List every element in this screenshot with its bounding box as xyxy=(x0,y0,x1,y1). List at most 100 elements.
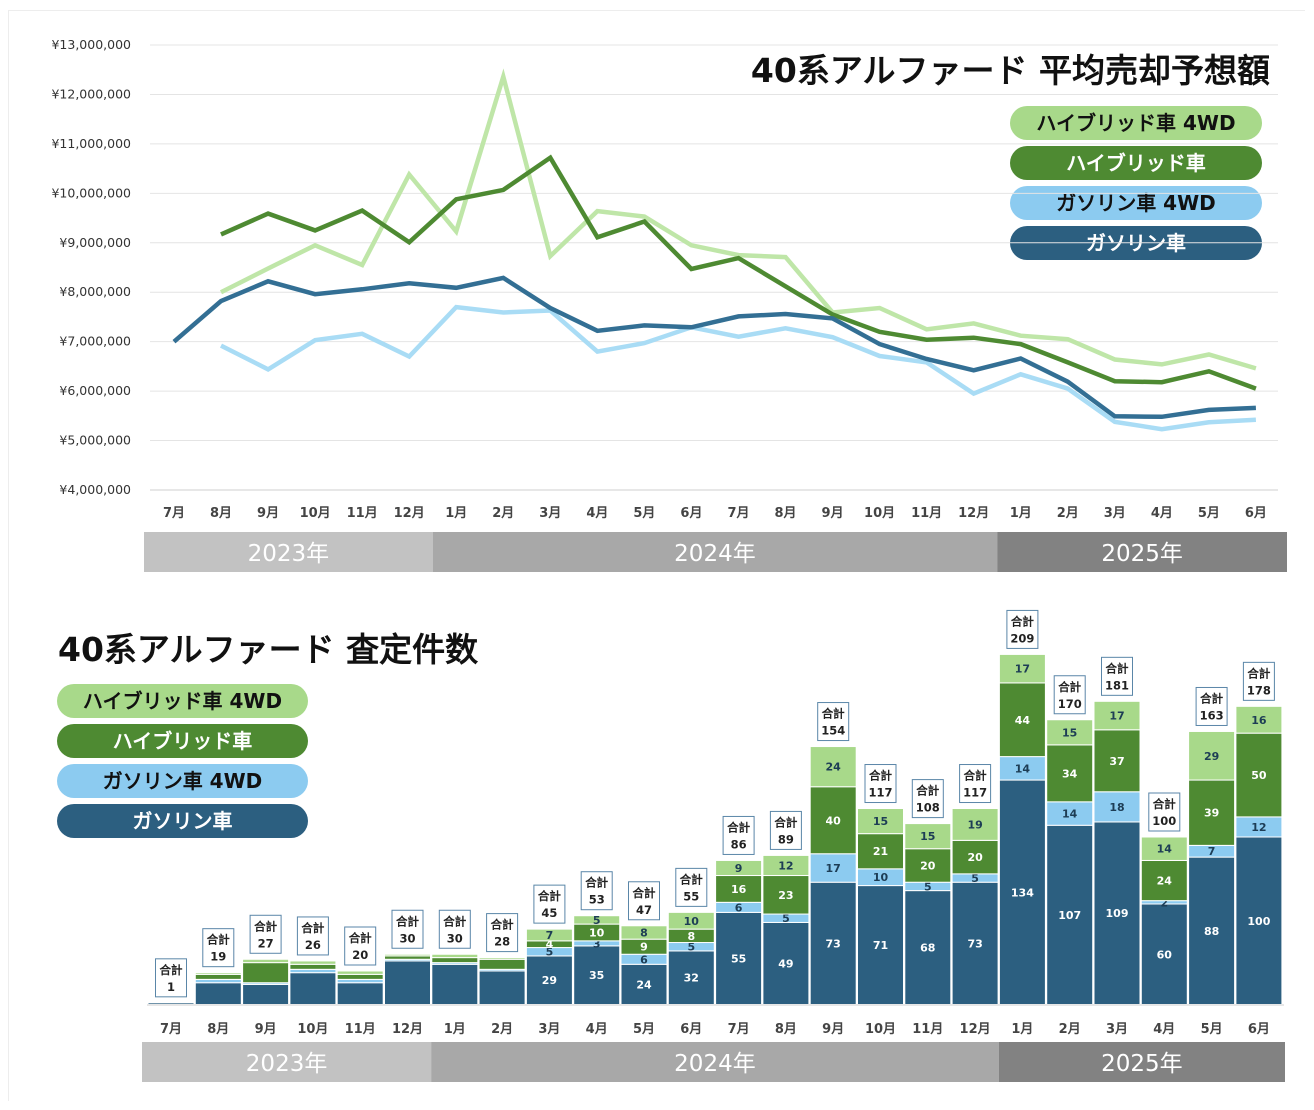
bar-segment xyxy=(384,955,431,960)
x-tick-label: 8月 xyxy=(210,506,232,521)
bar-data-label: 15 xyxy=(1062,726,1077,739)
x-tick-label: 8月 xyxy=(774,506,796,521)
bar-segment xyxy=(573,915,621,925)
year-band-1: 2023年 xyxy=(142,1042,432,1082)
bar-data-label: 68 xyxy=(920,942,935,955)
x-tick-label: 3月 xyxy=(1106,1022,1128,1037)
bar-segment xyxy=(431,953,479,959)
total-label-value: 19 xyxy=(210,950,226,964)
total-label: 合計 170 xyxy=(1053,675,1086,715)
total-label-caption: 合計 xyxy=(727,820,750,834)
bar-chart-year-bands: 2023年 2024年 2025年 xyxy=(142,1042,1285,1082)
total-label-value: 86 xyxy=(731,837,747,851)
total-label-value: 47 xyxy=(636,903,652,917)
total-label-value: 55 xyxy=(683,889,699,903)
total-label-value: 27 xyxy=(258,936,274,950)
bar-data-label: 5 xyxy=(546,946,554,959)
total-label: 合計 30 xyxy=(438,909,471,949)
year-band-3: 2025年 xyxy=(997,532,1287,572)
x-tick-label: 4月 xyxy=(1153,1022,1175,1037)
x-tick-label: 1月 xyxy=(1011,1022,1033,1037)
year-band-2: 2024年 xyxy=(432,532,998,572)
bar-stack: 134 14 44 17 xyxy=(998,653,1046,1005)
total-label-value: 181 xyxy=(1105,678,1129,692)
total-label-value: 1 xyxy=(167,980,175,994)
bar-data-label: 29 xyxy=(1204,750,1219,763)
bar-data-label: 5 xyxy=(593,914,601,927)
y-tick-label: ¥11,000,000 xyxy=(51,136,131,151)
bar-segment xyxy=(1235,836,1283,1005)
bar-stack xyxy=(478,957,526,1005)
legend-swatch xyxy=(1010,106,1262,140)
total-label: 合計 55 xyxy=(675,867,708,907)
bar-data-label: 17 xyxy=(826,862,841,875)
total-label-caption: 合計 xyxy=(1011,614,1034,628)
x-tick-label: 8月 xyxy=(775,1022,797,1037)
total-label-value: 45 xyxy=(541,906,557,920)
bar-segment xyxy=(289,968,337,974)
x-tick-label: 10月 xyxy=(864,506,895,521)
total-label-value: 53 xyxy=(589,893,605,907)
total-label-caption: 合計 xyxy=(1058,680,1081,694)
bar-segment xyxy=(478,970,526,1005)
legend-swatch xyxy=(57,764,308,798)
bar-data-label: 20 xyxy=(967,851,983,864)
total-label-box xyxy=(438,909,471,949)
bar-segment xyxy=(478,957,526,960)
bar-data-label: 2 xyxy=(1160,896,1168,909)
total-label: 合計 45 xyxy=(533,884,566,924)
bar-data-label: 4 xyxy=(546,938,554,951)
legend-label: ハイブリッド車 xyxy=(113,729,253,753)
bar-segment xyxy=(336,970,384,975)
total-label-value: 28 xyxy=(494,935,510,949)
x-tick-label: 5月 xyxy=(633,1022,655,1037)
bar-segment xyxy=(857,808,904,835)
total-label: 合計 209 xyxy=(1006,609,1039,649)
x-tick-label: 12月 xyxy=(394,506,425,521)
bar-segment xyxy=(857,833,904,870)
total-label-caption: 合計 xyxy=(207,933,230,947)
total-label-caption: 合計 xyxy=(491,918,514,932)
bar-segment xyxy=(525,928,573,942)
bar-segment xyxy=(242,958,290,964)
legend-label: ハイブリッド車 4WD xyxy=(1036,111,1235,135)
bar-stack: 73 5 20 19 xyxy=(951,808,999,1005)
year-label: 2024年 xyxy=(674,541,756,567)
x-tick-label: 3月 xyxy=(1104,506,1126,521)
x-tick-label: 11月 xyxy=(912,1022,943,1037)
bar-stack: 60 2 24 14 xyxy=(1140,836,1188,1005)
bar-segment xyxy=(715,875,763,903)
line-series-2 xyxy=(220,154,1257,391)
bar-chart-title: 40系アルファード 査定件数 xyxy=(58,630,479,669)
year-band-fill xyxy=(432,532,998,572)
bar-segment xyxy=(1235,732,1283,818)
bar-data-label: 55 xyxy=(731,952,746,965)
legend-label: ガソリン車 4WD xyxy=(1056,191,1216,215)
bar-segment xyxy=(147,1002,195,1006)
bar-stack xyxy=(242,958,290,1006)
bar-data-label: 24 xyxy=(1157,875,1173,888)
year-label: 2023年 xyxy=(248,541,330,567)
bar-data-label: 10 xyxy=(684,915,700,928)
bar-segment xyxy=(620,925,668,940)
x-tick-label: 11月 xyxy=(911,506,942,521)
total-label-caption: 合計 xyxy=(633,886,656,900)
bar-segment xyxy=(1093,821,1141,1005)
bar-segment xyxy=(762,854,810,877)
bar-data-label: 16 xyxy=(1251,714,1267,727)
year-band-2: 2024年 xyxy=(431,1042,999,1082)
total-label-caption: 合計 xyxy=(1106,661,1129,675)
legend-label: ハイブリッド車 xyxy=(1066,151,1206,175)
bar-data-label: 12 xyxy=(1251,821,1266,834)
total-label: 合計 178 xyxy=(1242,661,1275,701)
total-label-value: 20 xyxy=(352,948,368,962)
year-label: 2025年 xyxy=(1101,1051,1183,1077)
bar-data-label: 19 xyxy=(967,818,982,831)
x-tick-label: 7月 xyxy=(163,506,185,521)
x-tick-label: 9月 xyxy=(257,506,279,521)
bar-stack: 32 58 10 xyxy=(667,911,715,1006)
bar-data-label: 88 xyxy=(1204,925,1219,938)
total-label-box xyxy=(155,958,187,998)
bar-data-label: 16 xyxy=(731,883,747,896)
total-label-box xyxy=(628,881,660,921)
